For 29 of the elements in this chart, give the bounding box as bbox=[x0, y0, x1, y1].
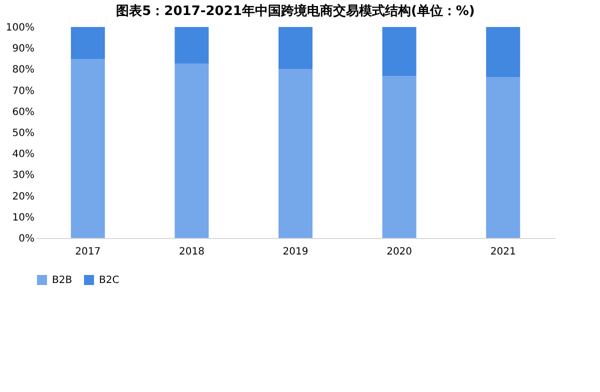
bar bbox=[382, 76, 416, 238]
bar bbox=[70, 27, 105, 60]
bar bbox=[278, 27, 312, 70]
bar bbox=[70, 59, 105, 238]
y-tick-label: 60% bbox=[12, 106, 34, 118]
x-tick-label: 2020 bbox=[386, 246, 412, 258]
y-tick-label: 0% bbox=[18, 234, 34, 244]
y-tick-label: 70% bbox=[12, 86, 34, 97]
x-tick-label: 2017 bbox=[75, 246, 101, 258]
bar bbox=[174, 64, 209, 238]
bar bbox=[486, 27, 520, 78]
legend-label: B2C bbox=[99, 275, 120, 286]
y-tick-label: 100% bbox=[6, 22, 34, 34]
chart-title: 图表5：2017-2021年中国跨境电商交易模式结构(单位：%) bbox=[116, 3, 475, 19]
y-tick-label: 10% bbox=[12, 212, 34, 224]
bar bbox=[382, 27, 416, 76]
x-tick-label: 2019 bbox=[282, 246, 308, 258]
bar bbox=[486, 77, 520, 238]
bar bbox=[174, 27, 209, 64]
x-tick-label: 2021 bbox=[490, 246, 516, 258]
y-tick-label: 40% bbox=[12, 149, 34, 160]
y-tick-label: 90% bbox=[12, 44, 34, 55]
legend-label: B2B bbox=[52, 275, 72, 286]
y-tick-label: 50% bbox=[12, 128, 34, 139]
y-tick-label: 80% bbox=[12, 64, 34, 76]
y-tick-label: 30% bbox=[12, 170, 34, 182]
x-tick-label: 2018 bbox=[178, 246, 204, 258]
bar bbox=[278, 69, 312, 238]
y-tick-label: 20% bbox=[12, 191, 34, 202]
